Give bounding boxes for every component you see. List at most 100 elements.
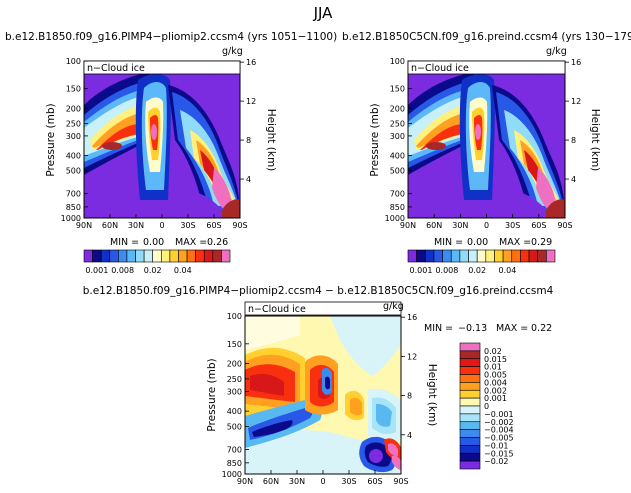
y-tick-label: 250 [390, 119, 405, 128]
max-value-top-right: 0.29 [531, 237, 552, 248]
y-right-tick-label: 12 [571, 97, 581, 106]
colorbar-swatch [502, 249, 513, 263]
y-tick-label: 850 [227, 459, 242, 468]
y-tick-label: 1000 [385, 214, 405, 223]
x-tick-label: 30S [180, 221, 195, 230]
y-tick-label: 150 [227, 340, 242, 349]
x-tick-label: 30N [289, 477, 305, 486]
y-tick-label: 850 [66, 203, 81, 212]
y-axis-label-top-right: Pressure (mb) [369, 103, 381, 176]
x-tick-label: 30N [128, 221, 144, 230]
colorbar-swatch [92, 249, 102, 263]
colorbar-swatch [160, 249, 171, 263]
axis-ticks-top-right: 90N 60N 30N 0 30S 60S 90S 100 150 200 250 300 400 500… [385, 57, 582, 230]
min-label-top-left: MIN = [110, 237, 139, 248]
colorbar-swatch [178, 249, 188, 263]
colorbar-label: 0 [484, 402, 489, 411]
min-label-bottom: MIN = [424, 323, 453, 334]
y-axis-right-label-bottom: Height (km) [426, 364, 438, 427]
colorbar-swatch [416, 249, 426, 263]
x-tick-label: 0 [159, 221, 164, 230]
panel-top-right: n−Cloud ice g/kg Pressure (mb) Height (k… [369, 46, 601, 275]
colorbar-swatch [459, 358, 481, 367]
max-label-bottom: MAX = [496, 323, 528, 334]
colorbar-bottom: 0.020.0150.010.0050.0040.0020.0010−0.001… [459, 342, 514, 470]
y-tick-label: 100 [390, 57, 405, 66]
variable-label-box-top-right [407, 60, 566, 75]
colorbar-label: −0.001 [484, 410, 514, 419]
x-tick-label: 0 [320, 477, 325, 486]
y-right-tick-label: 4 [246, 175, 251, 184]
colorbar-top-right: 0.001 0.008 0.02 0.04 [407, 249, 556, 275]
y-tick-label: 300 [390, 132, 405, 141]
y-right-tick-label: 12 [246, 97, 256, 106]
units-label-bottom: g/kg [383, 301, 404, 312]
x-tick-label: 60S [531, 221, 546, 230]
y-tick-label: 500 [227, 422, 242, 431]
y-tick-label: 700 [390, 190, 405, 199]
y-tick-label: 200 [66, 104, 81, 113]
y-tick-label: 100 [227, 312, 242, 321]
colorbar-label: −0.004 [484, 426, 514, 435]
colorbar-swatch [424, 249, 435, 263]
colorbar-swatch [459, 374, 481, 383]
y-axis-right-label-top-left: Height (km) [265, 109, 277, 172]
variable-label-top-left: n−Cloud ice [87, 63, 145, 74]
y-right-tick-label: 4 [407, 431, 412, 440]
x-tick-label: 60N [263, 477, 279, 486]
colorbar-label: −0.02 [484, 457, 509, 466]
y-tick-label: 150 [66, 85, 81, 94]
colorbar-label: 0.04 [499, 266, 517, 275]
units-label-top-left: g/kg [222, 46, 243, 57]
min-value-top-left: 0.00 [143, 237, 164, 248]
colorbar-swatch [212, 249, 222, 263]
y-tick-label: 300 [227, 387, 242, 396]
x-tick-label: 90S [393, 477, 408, 486]
x-tick-label: 60S [206, 221, 221, 230]
colorbar-swatch [459, 445, 481, 454]
colorbar-swatch [485, 249, 495, 263]
y-tick-label: 150 [390, 85, 405, 94]
y-right-tick-label: 8 [407, 392, 412, 401]
colorbar-swatch [459, 249, 469, 263]
page-title: JJA [313, 4, 334, 22]
panel-top-left: n−Cloud ice g/kg Pressure (mb) Height (k… [45, 46, 277, 275]
colorbar-swatch [459, 405, 481, 415]
x-tick-label: 60S [367, 477, 382, 486]
colorbar-swatch [442, 249, 452, 263]
y-tick-label: 100 [66, 57, 81, 66]
y-tick-label: 400 [390, 152, 405, 161]
plot-area-top-right [408, 61, 565, 218]
colorbar-swatch [520, 249, 530, 263]
colorbar-swatch [118, 249, 128, 263]
colorbar-swatch [459, 460, 481, 470]
y-tick-label: 400 [66, 152, 81, 161]
y-axis-label-top-left: Pressure (mb) [45, 103, 57, 176]
panel-bottom: n−Cloud ice g/kg Pressure (mb) Height (k… [206, 301, 552, 486]
colorbar-swatch [459, 382, 481, 391]
colorbar-swatch [126, 249, 136, 263]
colorbar-swatch [407, 249, 417, 263]
colorbar-swatch [468, 249, 478, 263]
y-tick-label: 1000 [222, 470, 242, 479]
colorbar-swatch [528, 249, 539, 263]
colorbar-label: −0.002 [484, 418, 514, 427]
colorbar-swatch [459, 413, 481, 423]
y-tick-label: 700 [66, 190, 81, 199]
colorbar-label: −0.015 [484, 449, 514, 458]
colorbar-label: 0.02 [144, 266, 162, 275]
x-tick-label: 90S [232, 221, 247, 230]
colorbar-swatch [152, 249, 162, 263]
colorbar-top-left: 0.001 0.008 0.02 0.04 [83, 249, 231, 275]
colorbar-label: −0.005 [484, 434, 514, 443]
y-tick-label: 200 [390, 104, 405, 113]
colorbar-swatch [169, 249, 179, 263]
y-right-tick-label: 8 [571, 136, 576, 145]
y-right-tick-label: 12 [407, 352, 417, 361]
axis-ticks-top-left: 90N 60N 30N 0 30S 60S 90S 100 150 200 250 300 400 500… [61, 57, 257, 230]
variable-label-box-bottom [244, 301, 402, 316]
colorbar-label: 0.004 [484, 378, 507, 387]
x-tick-label: 30S [505, 221, 520, 230]
units-label-top-right: g/kg [546, 46, 567, 57]
